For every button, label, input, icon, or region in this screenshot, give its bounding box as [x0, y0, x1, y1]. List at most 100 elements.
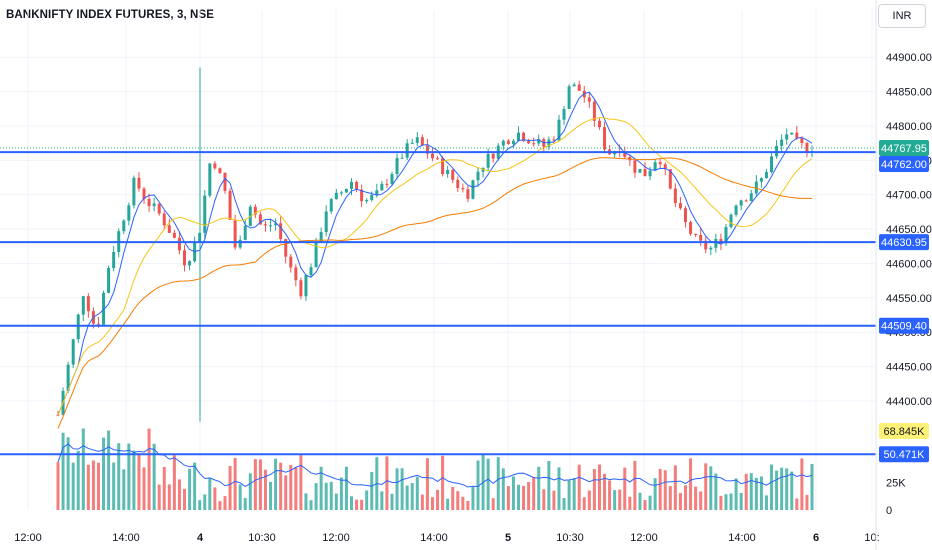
price-label-badge [879, 139, 929, 156]
candles-group [56, 67, 814, 422]
volume-bar [436, 489, 440, 510]
price-label-text: 44762.00 [881, 159, 927, 171]
volume-bar [638, 492, 642, 510]
price-tick-label: 44400.00 [886, 396, 932, 408]
volume-bar [142, 467, 146, 510]
volume-bar [456, 491, 460, 510]
volume-bar [522, 485, 526, 510]
volume-bar [218, 501, 222, 510]
volume-bar [653, 478, 657, 510]
vwap-line [57, 157, 813, 429]
candle-body [183, 250, 187, 266]
candle-body [228, 190, 232, 220]
volume-bar [238, 484, 242, 510]
volume-bar [339, 477, 343, 510]
candle-body [683, 208, 687, 223]
candle-body [734, 205, 738, 215]
candle-body [279, 223, 283, 240]
volume-bar [734, 478, 738, 510]
volume-bar [61, 432, 65, 510]
time-tick-label: 10:30 [248, 532, 276, 544]
price-tick-label: 44450.00 [886, 362, 932, 374]
candle-body [592, 101, 596, 121]
volume-bar [188, 468, 192, 510]
candle-body [395, 157, 399, 175]
volume-bar [96, 462, 100, 510]
price-label-badge [879, 155, 929, 172]
price-tick-label: 44600.00 [886, 258, 932, 270]
candle-body [284, 239, 288, 257]
volume-bar [243, 497, 247, 510]
volume-tick-label: 25K [886, 477, 906, 489]
candle-body [400, 157, 404, 159]
volume-bar [86, 464, 90, 510]
candle-body [486, 153, 490, 168]
volume-bar [370, 472, 374, 510]
volume-bar [334, 493, 338, 510]
volume-bar [749, 473, 753, 510]
volume-bar [613, 490, 617, 510]
candle-body [648, 170, 652, 177]
volume-bar [400, 468, 404, 510]
volume-bar [744, 473, 748, 510]
candle-body [694, 233, 698, 236]
volume-bar [258, 459, 262, 510]
candle-body [663, 164, 667, 170]
candle-body [547, 139, 551, 147]
volume-bar [107, 430, 111, 510]
candle-body [289, 256, 293, 268]
candle-body [243, 225, 247, 240]
candle-body [456, 179, 460, 188]
time-tick-label: 14:00 [420, 532, 448, 544]
volume-bar [678, 493, 682, 510]
price-label-badge [879, 234, 929, 251]
time-tick-label: 10:30 [556, 532, 584, 544]
volume-bar [810, 463, 814, 510]
candle-body [380, 183, 384, 191]
volume-bar [527, 482, 531, 510]
volume-bar [203, 494, 207, 510]
currency-button[interactable]: INR [878, 4, 926, 28]
candle-body [71, 339, 75, 365]
volume-bar [314, 483, 318, 510]
candle-body [709, 247, 713, 250]
candle-body [567, 86, 571, 109]
volume-bar [289, 464, 293, 510]
volume-bar [476, 460, 480, 510]
candle-body [780, 139, 784, 147]
candle-body [643, 168, 647, 177]
volume-bar [420, 494, 424, 510]
volume-bar [643, 500, 647, 510]
volume-bar [152, 443, 156, 510]
volume-bar [102, 437, 106, 510]
candle-body [112, 251, 116, 269]
volume-bar [461, 496, 465, 510]
candle-body [678, 203, 682, 209]
volume-bar [759, 476, 763, 510]
volume-bar [410, 483, 414, 510]
volume-bar [390, 493, 394, 510]
candle-body [238, 239, 242, 248]
candle-body [537, 139, 541, 144]
volume-bar [279, 462, 283, 510]
candle-body [188, 261, 192, 266]
volume-bar [557, 467, 561, 510]
volume-bar [415, 476, 419, 510]
time-tick-label: 6 [813, 532, 819, 544]
candle-body [375, 190, 379, 195]
candle-body [420, 137, 424, 146]
candle-body [587, 97, 591, 102]
volume-bar [405, 485, 409, 510]
candle-body [344, 188, 348, 193]
candle-body [86, 296, 90, 312]
volume-bar [663, 470, 667, 510]
volume-ma-line [57, 443, 813, 488]
candle-body [689, 222, 693, 234]
volume-bar [172, 455, 176, 510]
volume-bar [780, 467, 784, 510]
candle-body [759, 178, 763, 182]
candle-body [213, 163, 217, 169]
volume-bar [699, 491, 703, 510]
volume-bar [395, 468, 399, 510]
